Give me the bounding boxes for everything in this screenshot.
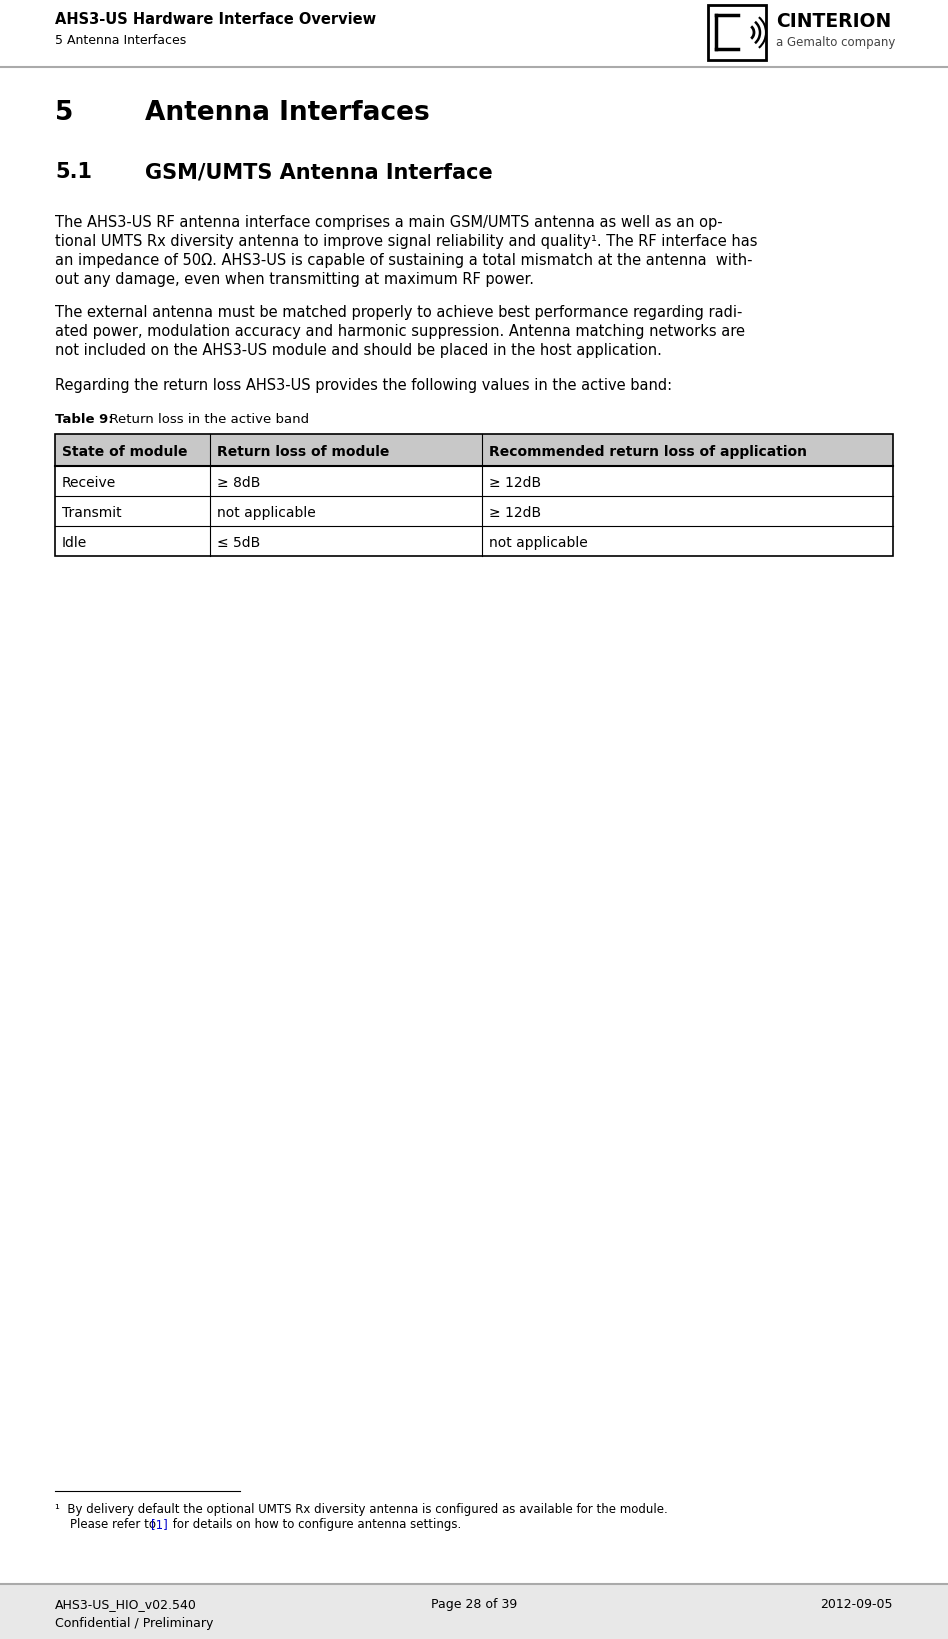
Text: out any damage, even when transmitting at maximum RF power.: out any damage, even when transmitting a… <box>55 272 534 287</box>
Bar <box>55 434 893 557</box>
Bar <box>55 434 893 467</box>
Text: Receive: Receive <box>62 475 117 490</box>
Text: Confidential / Preliminary: Confidential / Preliminary <box>55 1616 213 1629</box>
Text: The AHS3-US RF antenna interface comprises a main GSM/UMTS antenna as well as an: The AHS3-US RF antenna interface compris… <box>55 215 722 229</box>
Text: ≥ 12dB: ≥ 12dB <box>489 475 541 490</box>
Text: a Gemalto company: a Gemalto company <box>776 36 895 49</box>
Text: ≤ 5dB: ≤ 5dB <box>217 536 261 549</box>
Text: ≥ 8dB: ≥ 8dB <box>217 475 261 490</box>
Text: Table 9:: Table 9: <box>55 413 114 426</box>
Text: for details on how to configure antenna settings.: for details on how to configure antenna … <box>169 1518 462 1531</box>
Text: State of module: State of module <box>62 444 188 459</box>
Text: AHS3-US_HIO_v02.540: AHS3-US_HIO_v02.540 <box>55 1596 197 1609</box>
Text: Transmit: Transmit <box>62 506 121 520</box>
Bar <box>708 7 766 61</box>
Text: Please refer to: Please refer to <box>55 1518 160 1531</box>
Text: GSM/UMTS Antenna Interface: GSM/UMTS Antenna Interface <box>145 162 493 182</box>
Text: Recommended return loss of application: Recommended return loss of application <box>489 444 807 459</box>
Text: Regarding the return loss AHS3-US provides the following values in the active ba: Regarding the return loss AHS3-US provid… <box>55 377 672 393</box>
Bar <box>55 467 893 497</box>
Text: not applicable: not applicable <box>489 536 588 549</box>
Text: not included on the AHS3-US module and should be placed in the host application.: not included on the AHS3-US module and s… <box>55 343 662 357</box>
Text: AHS3-US Hardware Interface Overview: AHS3-US Hardware Interface Overview <box>55 11 376 26</box>
Text: 5: 5 <box>55 100 73 126</box>
Text: ≥ 12dB: ≥ 12dB <box>489 506 541 520</box>
Text: Antenna Interfaces: Antenna Interfaces <box>145 100 429 126</box>
Text: Return loss in the active band: Return loss in the active band <box>101 413 309 426</box>
Text: an impedance of 50Ω. AHS3-US is capable of sustaining a total mismatch at the an: an impedance of 50Ω. AHS3-US is capable … <box>55 252 753 267</box>
Text: 5.1: 5.1 <box>55 162 92 182</box>
Text: Idle: Idle <box>62 536 87 549</box>
Bar <box>55 497 893 526</box>
Bar <box>0 1583 948 1639</box>
Text: CINTERION: CINTERION <box>776 11 891 31</box>
Text: 2012-09-05: 2012-09-05 <box>821 1596 893 1609</box>
Bar <box>55 526 893 557</box>
Text: Return loss of module: Return loss of module <box>217 444 390 459</box>
Text: [1]: [1] <box>151 1518 168 1531</box>
Text: ¹  By delivery default the optional UMTS Rx diversity antenna is configured as a: ¹ By delivery default the optional UMTS … <box>55 1501 667 1514</box>
Text: 5 Antenna Interfaces: 5 Antenna Interfaces <box>55 34 186 48</box>
Text: ated power, modulation accuracy and harmonic suppression. Antenna matching netwo: ated power, modulation accuracy and harm… <box>55 325 745 339</box>
Text: The external antenna must be matched properly to achieve best performance regard: The external antenna must be matched pro… <box>55 305 742 320</box>
Text: Page 28 of 39: Page 28 of 39 <box>431 1596 517 1609</box>
Text: not applicable: not applicable <box>217 506 316 520</box>
Bar <box>0 0 948 67</box>
Text: tional UMTS Rx diversity antenna to improve signal reliability and quality¹. The: tional UMTS Rx diversity antenna to impr… <box>55 234 757 249</box>
